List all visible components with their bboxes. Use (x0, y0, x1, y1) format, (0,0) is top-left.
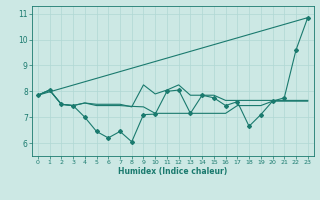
X-axis label: Humidex (Indice chaleur): Humidex (Indice chaleur) (118, 167, 228, 176)
